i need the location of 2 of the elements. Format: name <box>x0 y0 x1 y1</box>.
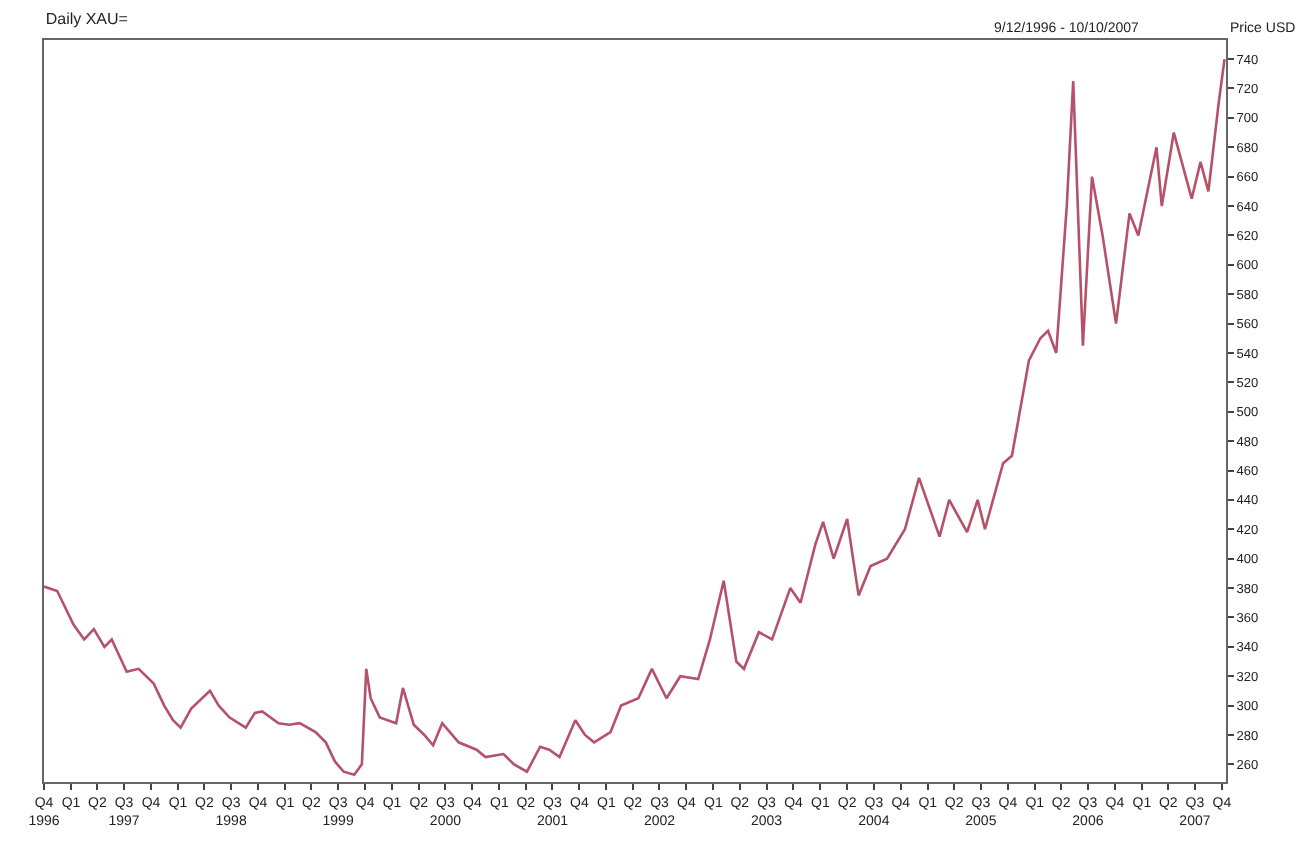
line-series <box>44 57 1226 776</box>
chart-title: Daily XAU= <box>45 10 129 29</box>
